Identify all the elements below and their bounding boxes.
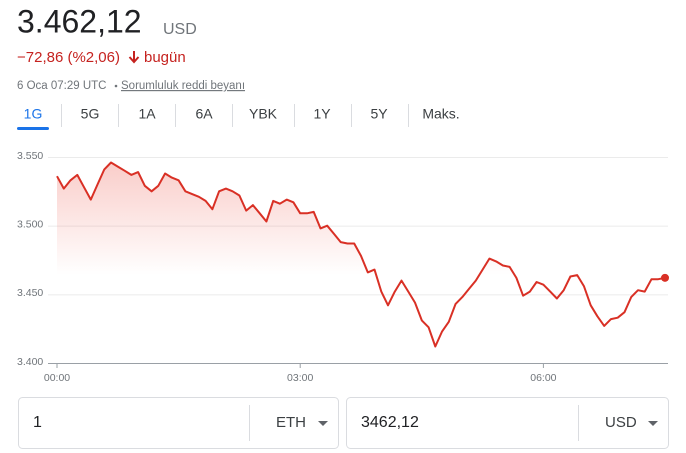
range-tab[interactable]: 5G — [81, 106, 100, 122]
y-tick-label: 3.400 — [17, 356, 43, 368]
timestamp: 6 Oca 07:29 UTC — [17, 80, 106, 92]
to-box[interactable] — [346, 397, 669, 449]
range-tab[interactable]: 6A — [195, 106, 213, 122]
x-tick-label: 06:00 — [530, 372, 556, 384]
change: −72,86 (%2,06) — [17, 49, 120, 66]
y-tick-label: 3.550 — [17, 150, 43, 162]
disclaimer-link[interactable]: Sorumluluk reddi beyanı — [121, 80, 245, 92]
range-tab[interactable]: 5Y — [370, 106, 388, 122]
from-unit[interactable]: ETH — [276, 414, 306, 431]
down-arrow — [128, 51, 140, 64]
selected-tab-underline — [17, 127, 49, 130]
range-tab[interactable]: Maks. — [422, 106, 459, 122]
last-point — [661, 273, 669, 282]
from-amount[interactable]: 1 — [33, 414, 42, 431]
to-unit[interactable]: USD — [605, 414, 637, 431]
y-tick-label: 3.450 — [17, 287, 43, 299]
line-chart: 3.400 3.450 3.500 3.550 00:00 03:00 06:00 — [17, 150, 669, 384]
x-tick-label: 03:00 — [287, 372, 313, 384]
range-tab[interactable]: 1A — [138, 106, 156, 122]
period: bugün — [144, 49, 186, 66]
to-amount[interactable]: 3462,12 — [361, 414, 419, 431]
price-line — [56, 161, 666, 348]
price: 3.462,12 — [17, 3, 142, 39]
separator-dot — [114, 84, 118, 88]
area — [57, 162, 665, 363]
range-tabs: 1G 5G 1A 6A YBK 1Y 5Y Maks. — [17, 104, 460, 130]
x-tick-label: 00:00 — [44, 372, 70, 384]
range-tab[interactable]: YBK — [249, 106, 278, 122]
dropdown-arrow[interactable] — [318, 421, 328, 426]
y-tick-label: 3.500 — [17, 218, 43, 230]
dropdown-arrow[interactable] — [648, 421, 658, 426]
currency: USD — [163, 21, 197, 38]
range-tab[interactable]: 1Y — [313, 106, 331, 122]
range-tab[interactable]: 1G — [24, 106, 43, 122]
from-box[interactable] — [18, 397, 339, 449]
